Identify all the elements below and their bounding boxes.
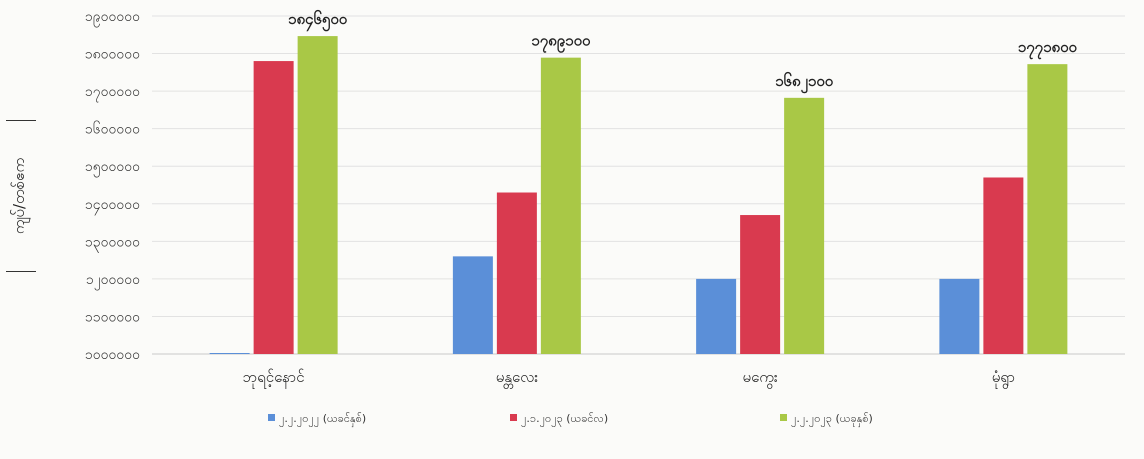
bar (983, 177, 1024, 354)
data-label: ၁၇၈၉၁၀၀ (531, 32, 591, 54)
legend-label: ၂.၂.၂၀၂၂ (ယခင်နှစ်) (279, 412, 366, 427)
bar (939, 278, 980, 354)
legend-label: ၂.၂.၂၀၂၃ (ယခုနှစ်) (791, 412, 873, 427)
legend-swatch (510, 414, 517, 421)
bar (696, 278, 737, 354)
bar (784, 97, 825, 354)
y-tick-label: ၁၉၀၀၀၀၀ (85, 9, 140, 27)
y-tick-label: ၁၅၀၀၀၀၀ (85, 159, 140, 177)
y-tick-label: ၁၂၀၀၀၀၀ (86, 272, 140, 290)
y-tick-label: ၁၈၀၀၀၀၀ (85, 47, 140, 63)
data-label: ၁၆၈၂၁၀၀ (775, 71, 834, 94)
bar (540, 57, 581, 355)
y-tick-label: ၁၇၀၀၀၀၀ (85, 84, 140, 102)
data-label: ၁၇၇၁၈၀၀ (1018, 38, 1078, 60)
y-tick-label: ၁၀၀၀၀၀၀ (85, 347, 140, 363)
bar (496, 192, 537, 354)
x-tick-label: မကွေး (743, 368, 778, 389)
bar (1027, 64, 1068, 354)
y-tick-label: ၁၃၀၀၀၀၀ (85, 234, 140, 252)
y-tick-label: ၁၁၀၀၀၀၀ (85, 309, 140, 325)
bar (740, 215, 781, 354)
x-tick-label: ဘုရင့်နောင် (243, 368, 305, 389)
bar (297, 36, 338, 354)
bar (452, 256, 493, 354)
y-tick-label: ၁၆၀၀၀၀၀ (85, 122, 140, 138)
x-tick-label: မုံရွာ (992, 368, 1015, 389)
data-label: ၁၈၄၆၅၀၀ (288, 9, 348, 32)
legend-swatch (268, 414, 275, 421)
y-tick-label: ၁၄၀၀၀၀၀ (85, 197, 140, 215)
legend-swatch (780, 414, 787, 421)
bar (209, 353, 250, 354)
x-tick-label: မန္တလေး (496, 368, 539, 389)
y-axis-label-box: ကျပ်/တစ်ဧက (6, 120, 36, 272)
bar (253, 61, 294, 355)
legend-label: ၂.၁.၂၀၂၃ (ယခင်လ) (521, 412, 608, 427)
